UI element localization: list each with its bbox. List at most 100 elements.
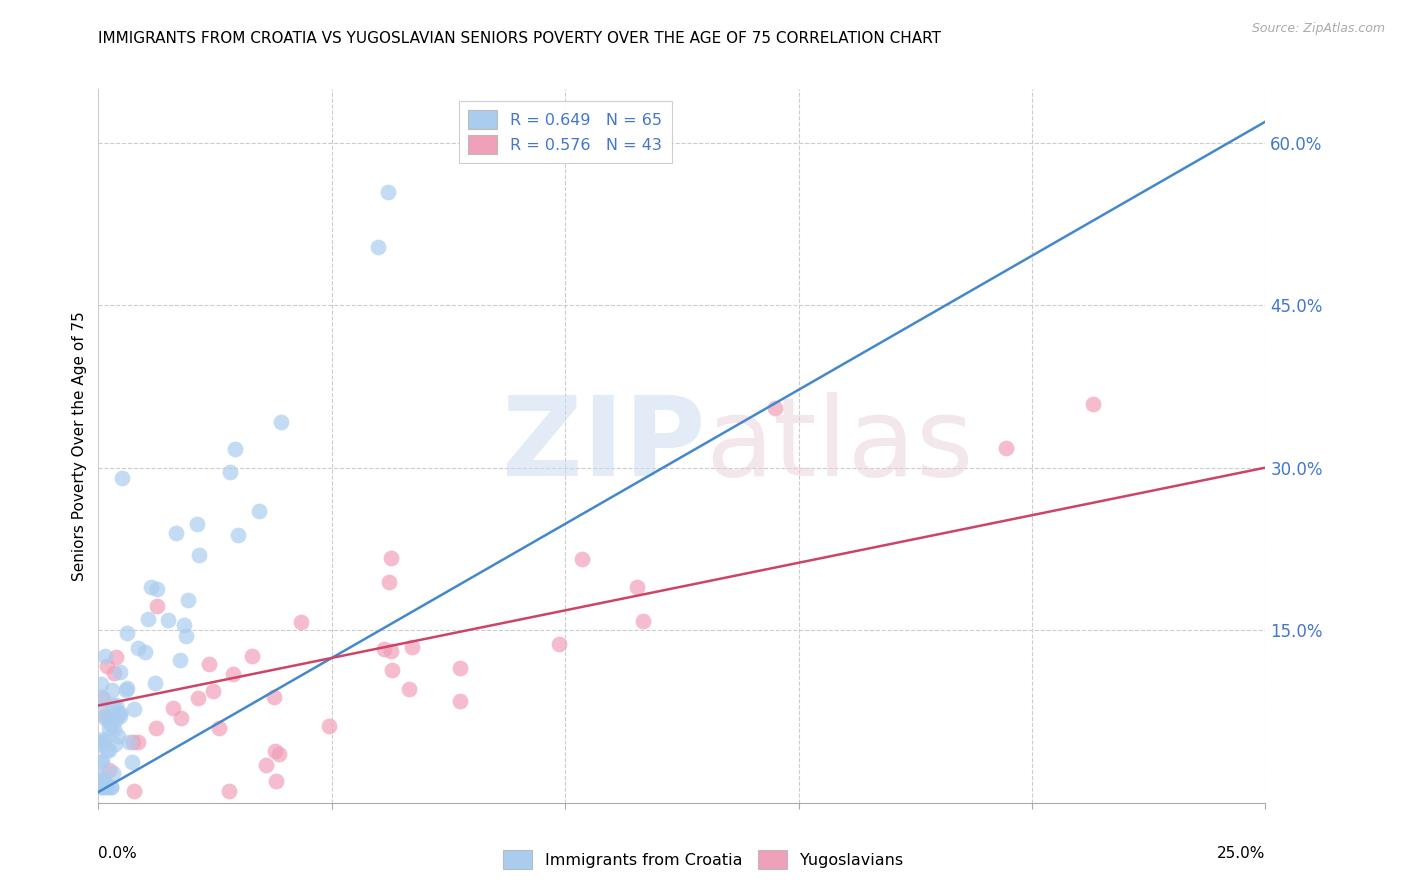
Point bbox=[108, 706, 131, 720]
Point bbox=[381, 663, 404, 677]
Point bbox=[121, 755, 143, 769]
Point bbox=[96, 780, 118, 794]
Point bbox=[1083, 397, 1105, 411]
Point bbox=[91, 692, 114, 706]
Point bbox=[240, 649, 263, 664]
Point bbox=[247, 504, 270, 518]
Text: Source: ZipAtlas.com: Source: ZipAtlas.com bbox=[1251, 22, 1385, 36]
Point bbox=[270, 415, 292, 429]
Point bbox=[115, 681, 138, 695]
Point bbox=[94, 709, 117, 723]
Point bbox=[263, 690, 285, 704]
Point bbox=[105, 712, 128, 726]
Point bbox=[145, 721, 167, 735]
Point bbox=[380, 551, 402, 566]
Point bbox=[626, 580, 648, 594]
Point bbox=[162, 700, 184, 714]
Point bbox=[100, 780, 122, 794]
Point bbox=[90, 676, 112, 690]
Point bbox=[380, 644, 402, 658]
Point bbox=[548, 637, 571, 651]
Point bbox=[378, 575, 401, 590]
Point bbox=[224, 442, 246, 457]
Text: atlas: atlas bbox=[706, 392, 974, 500]
Point bbox=[202, 684, 225, 698]
Point bbox=[93, 734, 115, 748]
Legend: R = 0.649   N = 65, R = 0.576   N = 43: R = 0.649 N = 65, R = 0.576 N = 43 bbox=[458, 101, 672, 163]
Point bbox=[103, 666, 125, 681]
Point bbox=[101, 698, 124, 712]
Point bbox=[107, 729, 129, 743]
Point bbox=[198, 657, 221, 672]
Point bbox=[97, 721, 120, 735]
Point bbox=[122, 701, 145, 715]
Point bbox=[186, 517, 208, 532]
Text: IMMIGRANTS FROM CROATIA VS YUGOSLAVIAN SENIORS POVERTY OVER THE AGE OF 75 CORREL: IMMIGRANTS FROM CROATIA VS YUGOSLAVIAN S… bbox=[98, 31, 942, 46]
Text: ZIP: ZIP bbox=[502, 392, 706, 500]
Point bbox=[264, 774, 287, 789]
Point bbox=[114, 682, 136, 697]
Point bbox=[96, 712, 118, 726]
Point bbox=[177, 593, 200, 607]
Point bbox=[107, 706, 129, 720]
Point bbox=[401, 640, 423, 655]
Point bbox=[219, 465, 242, 479]
Point bbox=[90, 738, 112, 752]
Point bbox=[90, 703, 112, 717]
Point bbox=[98, 764, 121, 778]
Point bbox=[318, 719, 340, 733]
Point bbox=[101, 765, 124, 780]
Point bbox=[134, 645, 156, 659]
Point bbox=[97, 743, 120, 757]
Point bbox=[90, 690, 112, 704]
Point bbox=[136, 612, 159, 626]
Point bbox=[93, 648, 115, 663]
Point bbox=[571, 552, 593, 566]
Point bbox=[631, 614, 654, 628]
Y-axis label: Seniors Poverty Over the Age of 75: Seniors Poverty Over the Age of 75 bbox=[72, 311, 87, 581]
Point bbox=[267, 747, 290, 761]
Point bbox=[173, 618, 195, 632]
Point bbox=[108, 709, 131, 723]
Point bbox=[100, 718, 122, 732]
Point bbox=[218, 784, 240, 798]
Point bbox=[96, 659, 118, 673]
Point bbox=[91, 731, 114, 746]
Point bbox=[187, 549, 209, 563]
Point bbox=[90, 735, 112, 749]
Point bbox=[143, 676, 166, 690]
Point bbox=[146, 599, 169, 613]
Point bbox=[157, 614, 180, 628]
Point bbox=[187, 691, 209, 706]
Point bbox=[104, 698, 127, 712]
Point bbox=[221, 666, 243, 681]
Point bbox=[93, 774, 115, 789]
Point bbox=[290, 615, 312, 629]
Point bbox=[100, 780, 122, 794]
Point bbox=[97, 711, 120, 725]
Point bbox=[254, 757, 277, 772]
Point bbox=[763, 401, 786, 416]
Point bbox=[104, 650, 127, 665]
Point bbox=[208, 721, 231, 735]
Point bbox=[111, 471, 134, 485]
Point bbox=[121, 735, 143, 749]
Point bbox=[169, 711, 191, 725]
Point bbox=[94, 780, 117, 794]
Point bbox=[398, 681, 420, 696]
Point bbox=[118, 735, 141, 749]
Text: 0.0%: 0.0% bbox=[98, 846, 138, 861]
Point bbox=[174, 629, 197, 643]
Point bbox=[91, 780, 114, 794]
Point bbox=[103, 723, 125, 737]
Point bbox=[377, 185, 399, 199]
Point bbox=[108, 665, 131, 679]
Point bbox=[145, 582, 167, 596]
Text: 25.0%: 25.0% bbox=[1218, 846, 1265, 861]
Point bbox=[169, 653, 191, 667]
Point bbox=[127, 735, 149, 749]
Point bbox=[127, 640, 149, 655]
Point bbox=[90, 780, 112, 794]
Point bbox=[373, 641, 395, 656]
Point bbox=[367, 240, 389, 254]
